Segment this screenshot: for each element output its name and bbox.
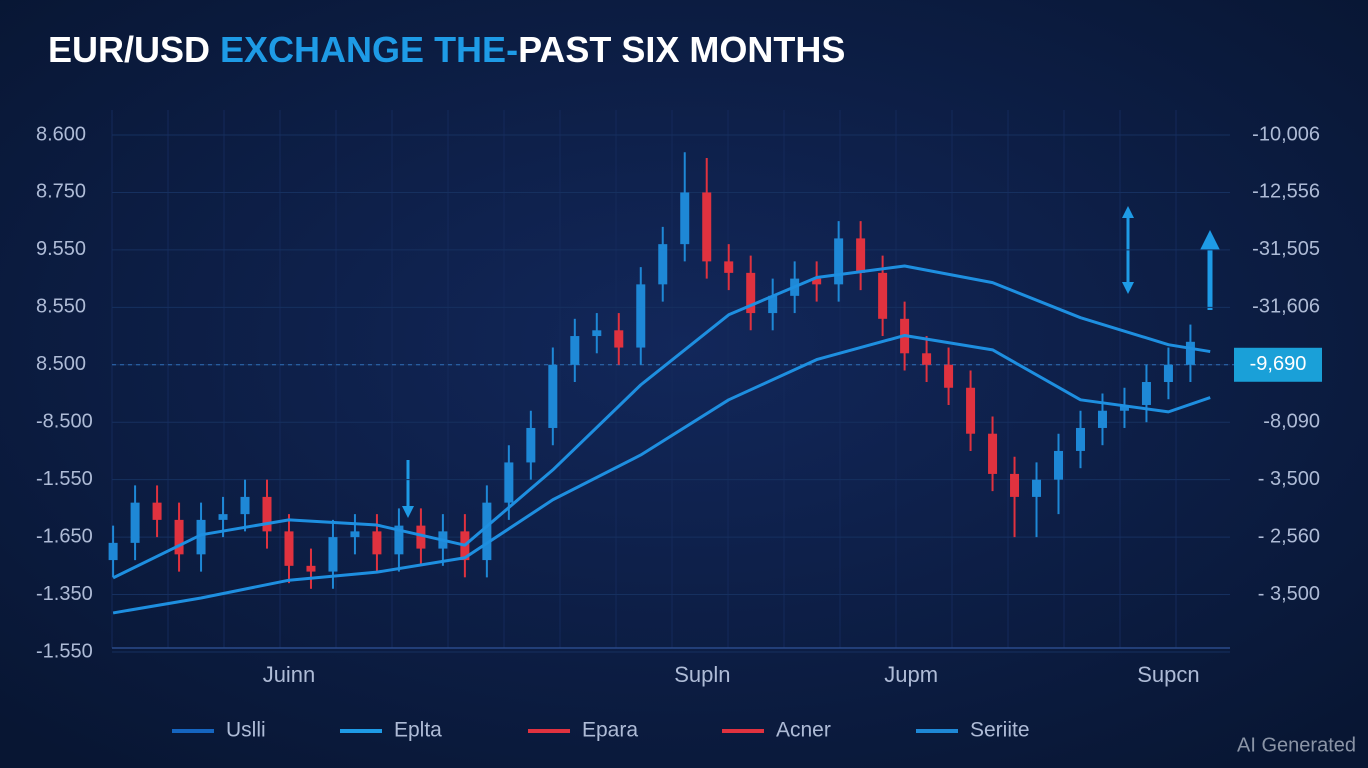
candle-body bbox=[284, 531, 294, 566]
y-tick-label: -1.550 bbox=[36, 468, 93, 490]
candle-body bbox=[834, 238, 844, 285]
candle-body bbox=[1097, 410, 1107, 428]
candle-body bbox=[350, 531, 360, 538]
candle-body bbox=[746, 272, 756, 314]
legend-label: Uslli bbox=[226, 719, 266, 742]
y-tick-label: -1.550 bbox=[36, 640, 93, 662]
candle-body bbox=[702, 192, 712, 262]
chart-title: EUR/USD EXCHANGE THE-PAST SIX MONTHS bbox=[48, 29, 845, 70]
candle-body bbox=[218, 514, 228, 520]
candle-body bbox=[152, 502, 162, 520]
y2-tick-label: - 2,560 bbox=[1258, 525, 1320, 547]
value-badge bbox=[1234, 347, 1322, 382]
candle-body bbox=[944, 364, 954, 388]
y-tick-label: 9.550 bbox=[36, 238, 86, 260]
candle-body bbox=[240, 496, 250, 515]
y2-tick-label: -10,006 bbox=[1252, 123, 1320, 145]
value-badge-label: -9,690 bbox=[1250, 353, 1307, 375]
legend-label: Seriite bbox=[970, 719, 1030, 742]
y-tick-label: 8.550 bbox=[36, 296, 86, 318]
candle-body bbox=[1163, 364, 1173, 383]
candle-body bbox=[1119, 404, 1129, 411]
y2-tick-label: -31,505 bbox=[1252, 238, 1320, 260]
moving-average-line bbox=[112, 333, 1211, 615]
candle-body bbox=[196, 519, 206, 555]
candle-body bbox=[416, 525, 426, 549]
candle-body bbox=[1141, 382, 1151, 405]
candle-body bbox=[614, 330, 624, 348]
y2-tick-label: - 3,500 bbox=[1258, 468, 1320, 490]
candle-body bbox=[658, 244, 668, 285]
candle-body bbox=[108, 542, 118, 561]
candle-body bbox=[1054, 450, 1064, 480]
y-tick-label: 8.600 bbox=[36, 123, 86, 145]
candle-body bbox=[482, 502, 492, 561]
candle-body bbox=[856, 238, 866, 273]
moving-average-line bbox=[112, 264, 1211, 580]
candle-body bbox=[592, 330, 602, 337]
candle-body bbox=[1032, 479, 1042, 497]
candle-body bbox=[1185, 341, 1195, 365]
candle-body bbox=[1010, 473, 1020, 497]
x-tick-label: Juinn bbox=[263, 662, 316, 687]
candle-body bbox=[130, 502, 140, 543]
legend-label: Acner bbox=[776, 719, 831, 742]
title-part: EUR/USD bbox=[48, 29, 220, 70]
y2-tick-label: - 3,500 bbox=[1258, 583, 1320, 605]
candle-body bbox=[570, 336, 580, 365]
candle-body bbox=[394, 525, 404, 555]
candle-body bbox=[878, 272, 888, 319]
candle-body bbox=[966, 387, 976, 434]
candle-body bbox=[812, 278, 822, 285]
legend-label: Epara bbox=[582, 719, 638, 742]
candle-body bbox=[988, 433, 998, 474]
candle-body bbox=[1075, 427, 1085, 451]
y-tick-label: -1.350 bbox=[36, 583, 93, 605]
candle-body bbox=[526, 427, 536, 463]
y-tick-label: 8.500 bbox=[36, 353, 86, 375]
candle-body bbox=[262, 496, 272, 532]
watermark: AI Generated bbox=[1237, 734, 1356, 756]
candle-body bbox=[768, 295, 778, 314]
y2-tick-label: -8,090 bbox=[1263, 411, 1320, 433]
title-part: PAST SIX MONTHS bbox=[518, 29, 845, 70]
candle-body bbox=[504, 462, 514, 503]
legend-label: Eplta bbox=[394, 719, 442, 742]
y-tick-label: 8.750 bbox=[36, 181, 86, 203]
x-tick-label: Jupm bbox=[884, 662, 938, 687]
candle-body bbox=[680, 192, 690, 245]
y-tick-label: -8.500 bbox=[36, 411, 93, 433]
y2-tick-label: -12,556 bbox=[1252, 181, 1320, 203]
candle-body bbox=[922, 353, 932, 365]
candle-body bbox=[548, 364, 558, 428]
y-tick-label: -1.650 bbox=[36, 525, 93, 547]
candle-body bbox=[306, 565, 316, 572]
candle-body bbox=[174, 519, 184, 555]
title-part: EXCHANGE THE- bbox=[220, 29, 518, 70]
y2-tick-label: -31,606 bbox=[1252, 296, 1320, 318]
candle-body bbox=[328, 537, 338, 572]
x-tick-label: Supln bbox=[674, 662, 730, 687]
vertical-grid bbox=[111, 110, 1177, 648]
candle-body bbox=[636, 284, 646, 348]
candle-body bbox=[372, 531, 382, 555]
candle-body bbox=[724, 261, 734, 273]
x-tick-label: Supcn bbox=[1137, 662, 1199, 687]
